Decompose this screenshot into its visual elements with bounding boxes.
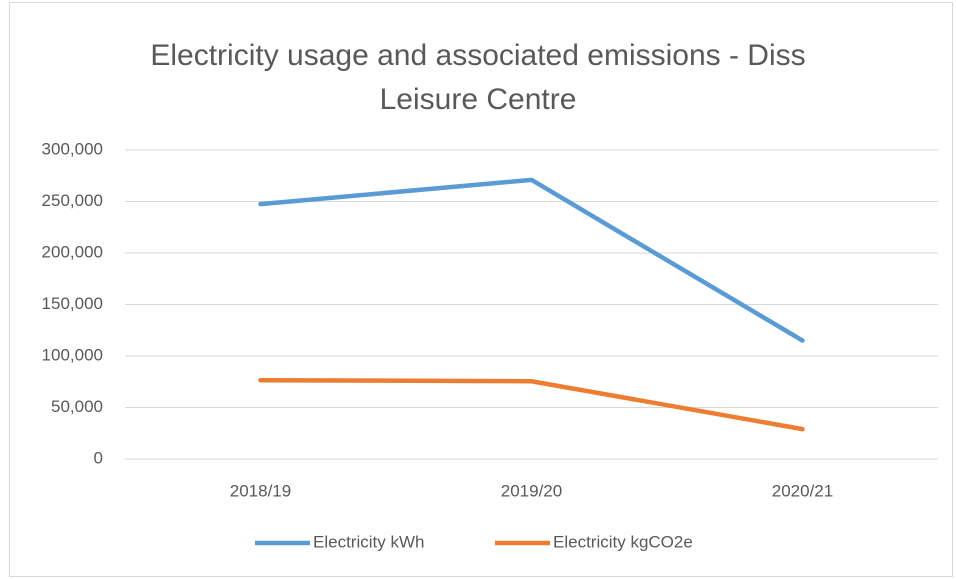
y-tick-label: 250,000 — [42, 191, 103, 210]
x-tick-label: 2018/19 — [230, 481, 291, 500]
y-tick-label: 200,000 — [42, 242, 103, 261]
x-tick-label: 2020/21 — [772, 481, 833, 500]
y-tick-label: 0 — [94, 448, 103, 467]
series-line — [258, 377, 805, 432]
chart-border — [9, 2, 953, 577]
legend-label: Electricity kWh — [313, 532, 424, 551]
legend-label: Electricity kgCO2e — [553, 532, 693, 551]
series-line — [258, 177, 805, 343]
x-tick-label: 2019/20 — [501, 481, 562, 500]
chart-title: Electricity usage and associated emissio… — [150, 39, 806, 116]
y-tick-label: 100,000 — [42, 345, 103, 364]
y-tick-label: 150,000 — [42, 294, 103, 313]
y-tick-label: 300,000 — [42, 139, 103, 158]
y-tick-label: 50,000 — [51, 397, 103, 416]
